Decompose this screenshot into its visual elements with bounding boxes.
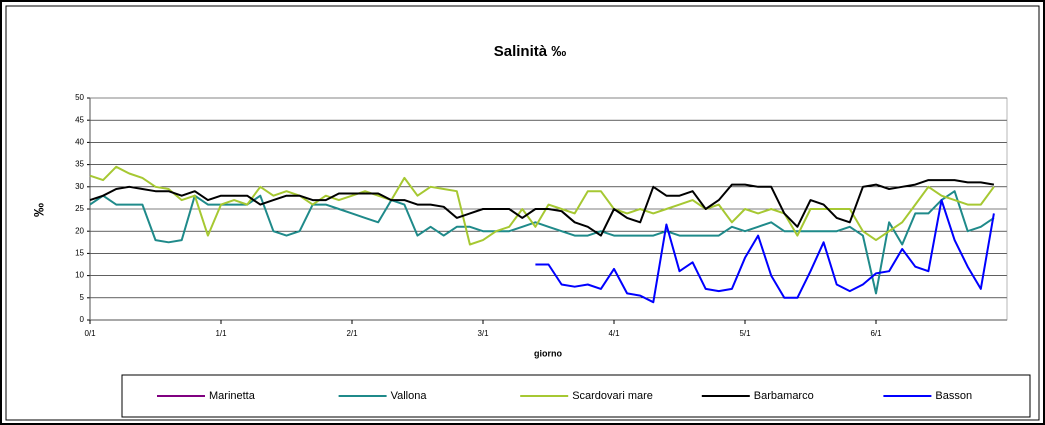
legend-label: Marinetta (209, 390, 256, 402)
legend-label: Basson (935, 390, 972, 402)
x-tick-label: 3/1 (477, 329, 489, 338)
x-axis-label: giorno (534, 348, 562, 358)
legend-label: Vallona (391, 390, 428, 402)
y-tick-label: 5 (80, 293, 85, 302)
y-tick-label: 15 (75, 249, 84, 258)
x-tick-label: 2/1 (346, 329, 358, 338)
legend-label: Scardovari mare (572, 390, 653, 402)
x-tick-label: 5/1 (739, 329, 751, 338)
y-tick-label: 25 (75, 204, 84, 213)
plot-border (89, 97, 1008, 321)
y-tick-label: 40 (75, 138, 84, 147)
y-tick-label: 0 (80, 315, 85, 324)
y-axis-label: ‰ (31, 203, 47, 217)
chart-title: Salinità ‰ (494, 43, 567, 60)
y-tick-label: 20 (75, 226, 84, 235)
inner-frame (5, 5, 1040, 421)
y-tick-label: 10 (75, 271, 84, 280)
y-tick-label: 50 (75, 93, 84, 102)
series-line (535, 199, 995, 304)
series-line (89, 190, 995, 295)
x-tick-label: 0/1 (84, 329, 96, 338)
legend-label: Barbamarco (754, 390, 814, 402)
y-tick-label: 30 (75, 182, 84, 191)
series-line (89, 165, 995, 246)
y-tick-label: 35 (75, 160, 84, 169)
x-tick-label: 6/1 (870, 329, 882, 338)
x-tick-label: 4/1 (608, 329, 620, 338)
series-line (89, 179, 995, 237)
legend (121, 374, 1031, 418)
y-tick-label: 45 (75, 115, 84, 124)
x-tick-label: 1/1 (215, 329, 227, 338)
